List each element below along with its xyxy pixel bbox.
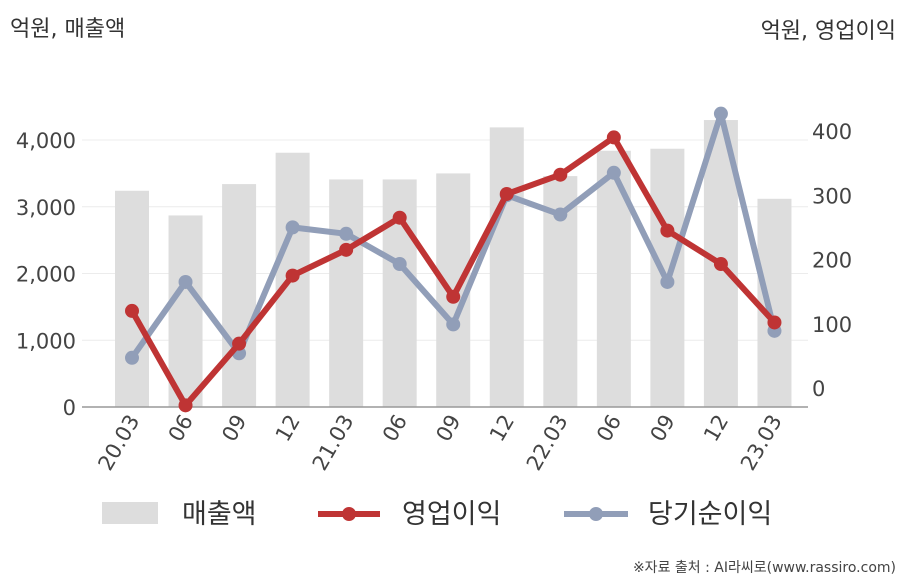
point-operating-profit	[713, 256, 728, 271]
point-operating-profit	[178, 398, 193, 413]
right-axis-tick-label: 100	[812, 313, 852, 337]
bar-series-revenue	[115, 120, 792, 408]
point-net-income	[713, 106, 728, 121]
point-net-income	[446, 317, 461, 332]
point-net-income	[606, 165, 621, 180]
point-net-income	[553, 207, 568, 222]
point-operating-profit	[553, 167, 568, 182]
bar	[489, 127, 524, 408]
left-axis-ticks: 0 1,000 2,000 3,000 4,000	[16, 129, 76, 420]
point-net-income	[392, 256, 407, 271]
x-axis-tick-label: 06	[592, 411, 626, 446]
legend-swatch-revenue	[102, 502, 158, 524]
x-axis-tick-label: 23.03	[736, 411, 787, 475]
x-axis-tick-label: 09	[217, 411, 251, 446]
right-axis-tick-label: 0	[812, 377, 825, 401]
legend-label-net-income: 당기순이익	[648, 499, 772, 530]
right-axis-tick-label: 200	[812, 249, 852, 273]
point-net-income	[339, 226, 354, 241]
point-operating-profit	[499, 186, 514, 201]
bar	[329, 179, 364, 407]
x-axis-tick-label: 12	[699, 411, 733, 446]
x-axis-tick-label: 09	[431, 411, 465, 446]
legend-label-operating-profit: 영업이익	[402, 499, 501, 530]
point-operating-profit	[339, 242, 354, 257]
point-operating-profit	[125, 303, 139, 318]
point-net-income	[178, 274, 193, 289]
bar	[115, 190, 149, 407]
x-axis-tick-label: 12	[485, 411, 519, 446]
legend-marker-net-income	[589, 507, 603, 521]
line-series	[125, 106, 782, 413]
point-net-income	[660, 274, 675, 289]
left-axis-tick-label: 2,000	[16, 263, 76, 287]
right-axis-ticks: 0 100 200 300 400	[812, 120, 852, 401]
point-net-income	[285, 220, 300, 235]
right-axis-tick-label: 300	[812, 184, 852, 208]
x-axis-tick-label: 21.03	[308, 411, 359, 475]
left-axis-unit-label: 억원, 매출액	[10, 17, 125, 42]
legend-label-revenue: 매출액	[182, 499, 257, 530]
x-axis-tick-label: 09	[646, 411, 680, 446]
x-axis-ticks: 20.03 06 09 12 21.03 06 09 12 22.03 06 09 12 23.03	[93, 411, 786, 475]
point-operating-profit	[446, 289, 461, 304]
point-operating-profit	[285, 268, 300, 283]
bar	[168, 215, 203, 407]
left-axis-tick-label: 3,000	[16, 196, 76, 220]
point-operating-profit	[232, 336, 247, 351]
x-axis-tick-label: 06	[164, 411, 198, 446]
point-operating-profit	[392, 210, 407, 225]
bar	[757, 198, 792, 407]
point-operating-profit	[767, 315, 782, 330]
bar	[596, 150, 631, 407]
left-axis-tick-label: 0	[63, 396, 76, 420]
left-axis-tick-label: 1,000	[16, 329, 76, 353]
legend-marker-operating-profit	[342, 507, 356, 521]
bar	[222, 184, 257, 407]
legend: 매출액 영업이익 당기순이익	[102, 499, 772, 530]
source-note: ※자료 출처 : AI라씨로(www.rassiro.com)	[633, 560, 896, 576]
point-operating-profit	[606, 130, 621, 145]
right-axis-unit-label: 억원, 영업이익	[761, 19, 896, 44]
x-axis-tick-label: 06	[378, 411, 412, 446]
left-axis-tick-label: 4,000	[16, 129, 76, 153]
point-operating-profit	[660, 223, 675, 238]
x-axis-tick-label: 12	[271, 411, 305, 446]
right-axis-tick-label: 400	[812, 120, 852, 144]
x-axis-tick-label: 22.03	[522, 411, 573, 475]
point-net-income	[125, 350, 139, 365]
x-axis-tick-label: 20.03	[93, 411, 144, 475]
